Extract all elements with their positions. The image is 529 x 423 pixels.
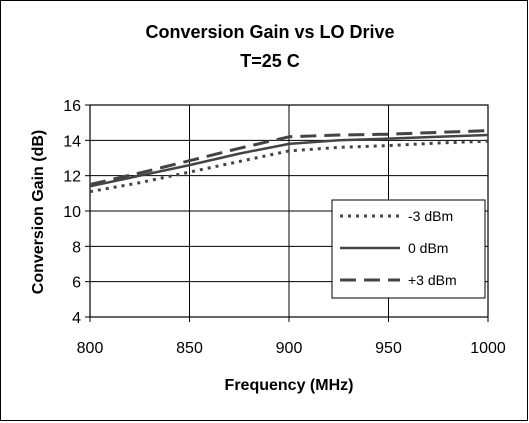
x-tick-label: 800 (77, 340, 104, 357)
y-tick-label: 14 (63, 133, 81, 150)
legend: -3 dBm 0 dBm +3 dBm (331, 199, 486, 299)
legend-label-2: 0 dBm (408, 240, 448, 256)
chart-title: Conversion Gain vs LO Drive (145, 22, 394, 42)
y-tick-label: 6 (72, 275, 81, 292)
x-tick-label: 850 (176, 340, 203, 357)
y-tick-label: 12 (63, 169, 81, 186)
series-line-1 (89, 139, 489, 194)
plot-area: 4 6 8 10 12 14 16 800 850 900 950 1000 (63, 98, 506, 357)
series-line-2 (89, 133, 489, 188)
x-tick-label: 900 (276, 340, 303, 357)
y-tick-label: 8 (72, 239, 81, 256)
legend-label-1: -3 dBm (408, 208, 453, 224)
x-axis-title: Frequency (MHz) (225, 377, 354, 394)
x-tick-label: 950 (375, 340, 402, 357)
y-tick-label: 16 (63, 98, 81, 115)
legend-label-3: +3 dBm (408, 272, 457, 288)
y-axis-title: Conversion Gain (dB) (30, 130, 47, 294)
y-tick-label: 4 (72, 310, 81, 327)
x-tick-label: 1000 (470, 340, 506, 357)
series-line-3 (89, 129, 489, 186)
y-tick-label: 10 (63, 204, 81, 221)
chart-subtitle: T=25 C (240, 51, 300, 71)
